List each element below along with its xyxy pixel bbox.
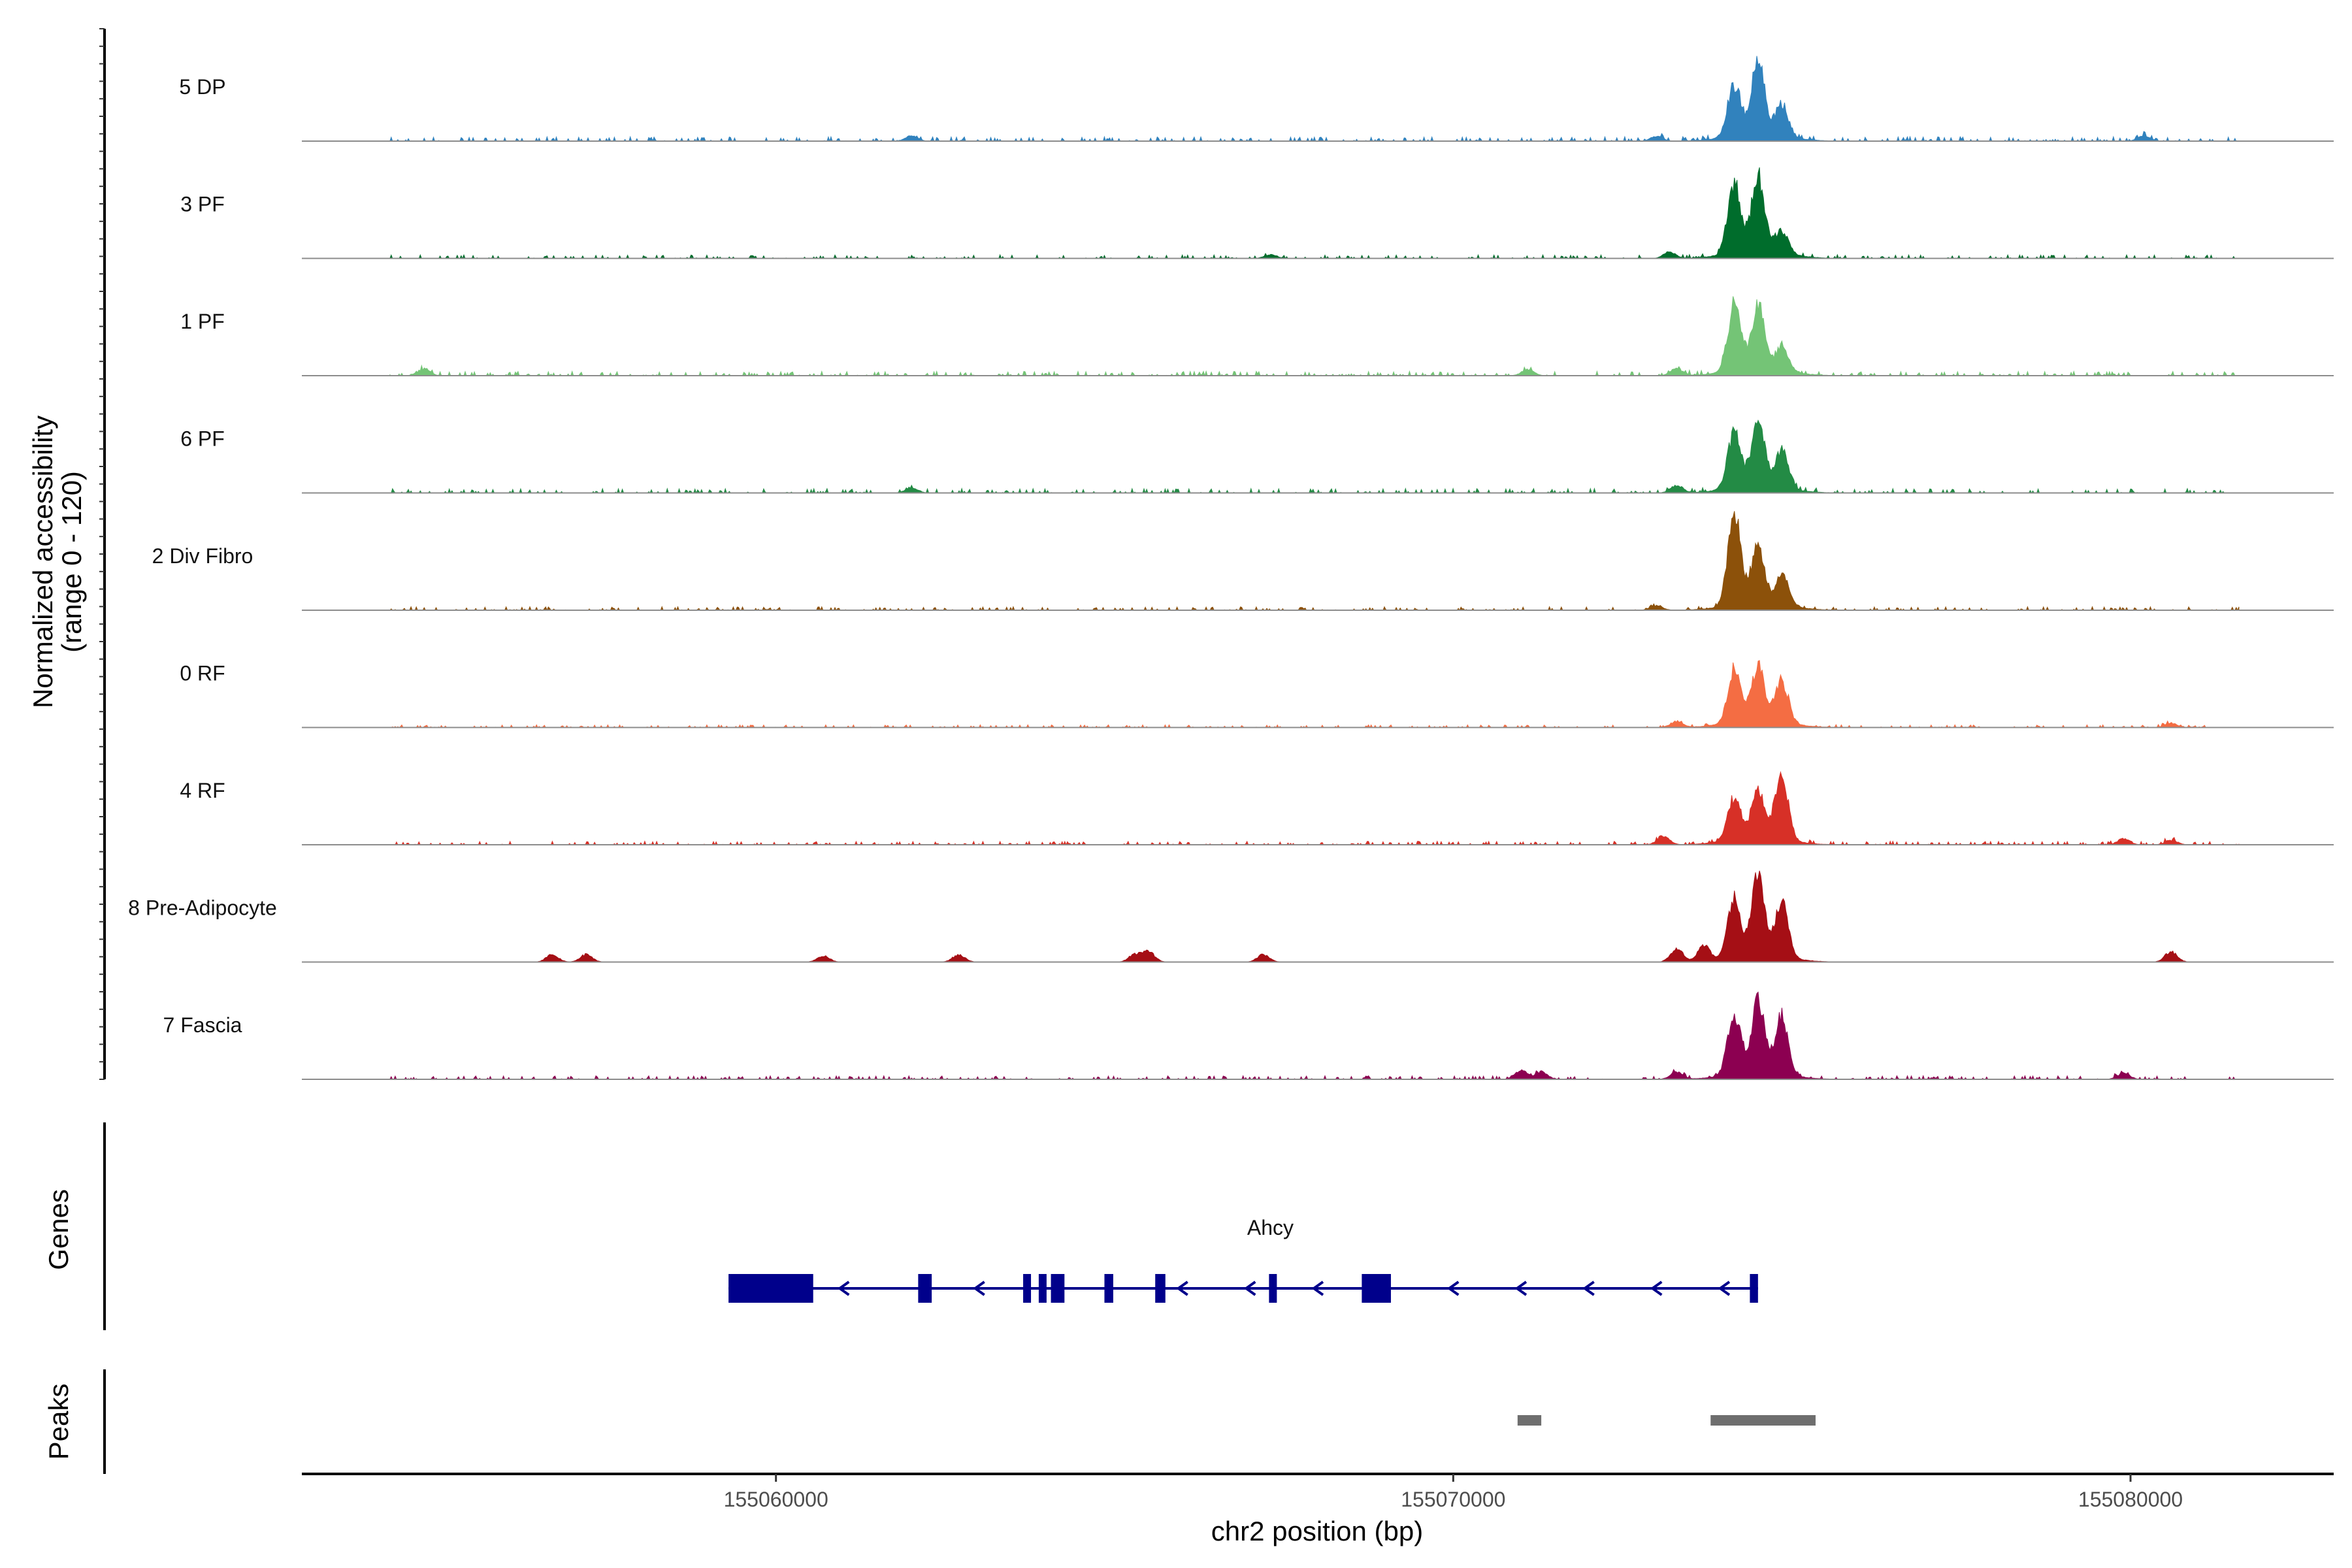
gene-exon xyxy=(1104,1274,1113,1303)
strand-chevron xyxy=(1176,1281,1188,1296)
gene-name-label: Ahcy xyxy=(1247,1216,1294,1239)
strand-chevron xyxy=(1514,1281,1527,1296)
strand-chevron xyxy=(1650,1281,1663,1296)
gene-exon xyxy=(1051,1274,1065,1303)
coverage-area xyxy=(389,870,2239,962)
coverage-area xyxy=(389,660,2239,728)
peak-region xyxy=(1710,1415,1816,1426)
peak-region xyxy=(1517,1415,1542,1426)
coverage-area xyxy=(389,419,2239,495)
gene-exon xyxy=(728,1274,813,1303)
x-axis-ticks: 155060000 155070000 155080000 xyxy=(724,1474,2183,1511)
gene-exon xyxy=(1023,1274,1032,1303)
coverage-tracks xyxy=(302,56,2334,1081)
track-label: 0 RF xyxy=(180,662,225,685)
x-tick-label: 155070000 xyxy=(1401,1488,1505,1511)
coverage-area xyxy=(389,991,2239,1081)
y-axis-title-line1: Normalized accessibility xyxy=(27,416,58,708)
track-label: 2 Div Fibro xyxy=(152,544,253,568)
strand-chevron xyxy=(1311,1281,1324,1296)
track-label: 4 RF xyxy=(180,779,225,802)
peaks-track xyxy=(1517,1415,1816,1426)
strand-chevron xyxy=(1243,1281,1256,1296)
gene-exon xyxy=(1750,1274,1758,1303)
strand-chevron xyxy=(1718,1281,1731,1296)
track-labels: 5 DP 3 PF 1 PF 6 PF 2 Div Fibro 0 RF 4 RF 8 Pre… xyxy=(128,75,277,1037)
track-label: 3 PF xyxy=(180,193,225,216)
x-tick-label: 155080000 xyxy=(2078,1488,2183,1511)
gene-exon xyxy=(1269,1274,1277,1303)
strand-chevron xyxy=(973,1281,985,1296)
coverage-area xyxy=(389,771,2240,846)
coverage-area xyxy=(389,296,2239,377)
track-label: 8 Pre-Adipocyte xyxy=(128,896,277,920)
gene-exon xyxy=(1362,1274,1391,1303)
coverage-area xyxy=(389,167,2239,259)
coverage-area xyxy=(389,511,2240,612)
gene-exon xyxy=(1038,1274,1047,1303)
peaks-panel-label: Peaks xyxy=(43,1384,74,1460)
y-axis-title-line2: (range 0 - 120) xyxy=(56,471,87,653)
gene-exon xyxy=(918,1274,932,1303)
track-label: 6 PF xyxy=(180,427,225,451)
coverage-y-axis-ticks xyxy=(99,28,105,1080)
strand-chevron xyxy=(1446,1281,1460,1296)
genes-panel-label: Genes xyxy=(43,1189,74,1270)
strand-chevron xyxy=(837,1281,850,1296)
track-label: 5 DP xyxy=(179,75,225,99)
track-label: 7 Fascia xyxy=(163,1013,242,1037)
x-axis-title: chr2 position (bp) xyxy=(1211,1516,1424,1546)
gene-annotation-track: Ahcy xyxy=(728,1216,1758,1303)
track-label: 1 PF xyxy=(180,310,225,333)
coverage-area xyxy=(389,56,2239,142)
x-tick-label: 155060000 xyxy=(724,1488,828,1511)
gene-exon xyxy=(1155,1274,1166,1303)
strand-chevron xyxy=(1582,1281,1595,1296)
